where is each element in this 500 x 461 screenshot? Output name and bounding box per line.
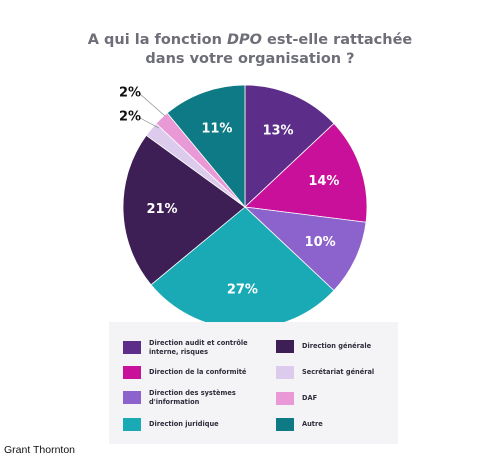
- legend: Direction audit et contrôle interne, ris…: [109, 322, 398, 444]
- pie-slice-label-5: 2%: [119, 110, 141, 125]
- legend-swatch-autre: [276, 418, 294, 431]
- pie-slice-label-4: 21%: [146, 202, 177, 217]
- pie-slice-4: [122, 134, 246, 286]
- pie-slice-2: [243, 206, 367, 292]
- legend-item-juridique: Direction juridique: [123, 418, 219, 431]
- pie-slice-1: [244, 122, 368, 223]
- legend-swatch-conformite: [123, 366, 141, 379]
- pie-slice-label-7: 11%: [201, 121, 232, 136]
- legend-item-autre: Autre: [276, 418, 323, 431]
- pie-slice-label-0: 13%: [262, 123, 293, 138]
- legend-item-generale: Direction générale: [276, 340, 371, 353]
- chart-title-line-2: dans votre organisation ?: [145, 51, 355, 67]
- source-footer: Grant Thornton: [4, 444, 76, 456]
- legend-swatch-secretariat: [276, 366, 294, 379]
- legend-label-secretariat: Secrétariat général: [302, 368, 375, 377]
- pie-slice-0: [244, 84, 335, 208]
- legend-label-si: Direction des systèmes d'information: [149, 389, 236, 406]
- legend-label-daf: DAF: [302, 394, 318, 403]
- legend-item-si: Direction des systèmes d'information: [123, 389, 236, 406]
- chart-title-part-b: est-elle rattachée: [261, 32, 413, 48]
- legend-label-juridique: Direction juridique: [149, 420, 219, 429]
- chart-title-part-dpo: DPO: [226, 32, 262, 48]
- legend-label-autre: Autre: [302, 420, 323, 429]
- pie-slice-label-1: 14%: [308, 174, 339, 189]
- legend-label-conformite: Direction de la conformité: [149, 368, 247, 377]
- legend-item-audit: Direction audit et contrôle interne, ris…: [123, 339, 248, 356]
- pie-slice-label-3: 27%: [227, 283, 258, 298]
- legend-label-generale: Direction générale: [302, 342, 372, 351]
- legend-swatch-si: [123, 391, 141, 404]
- legend-swatch-daf: [276, 392, 294, 405]
- pie-leader-line-5: [139, 117, 160, 129]
- pie-slice-7: [166, 84, 246, 209]
- legend-swatch-juridique: [123, 418, 141, 431]
- legend-swatch-audit: [123, 341, 141, 354]
- legend-swatch-generale: [276, 340, 294, 353]
- pie-leader-line-6: [139, 93, 166, 117]
- legend-label-audit: Direction audit et contrôle interne, ris…: [149, 339, 248, 356]
- legend-item-conformite: Direction de la conformité: [123, 366, 246, 379]
- pie-slice-label-6: 2%: [119, 86, 141, 101]
- chart-title-part-a: A qui la fonction: [87, 32, 227, 48]
- pie-slice-label-2: 10%: [305, 235, 336, 250]
- legend-item-secretariat: Secrétariat général: [276, 366, 374, 379]
- chart-title: A qui la fonction DPO est-elle rattachée…: [70, 31, 430, 69]
- chart-title-line-1: A qui la fonction DPO est-elle rattachée: [70, 31, 430, 50]
- legend-item-daf: DAF: [276, 392, 317, 405]
